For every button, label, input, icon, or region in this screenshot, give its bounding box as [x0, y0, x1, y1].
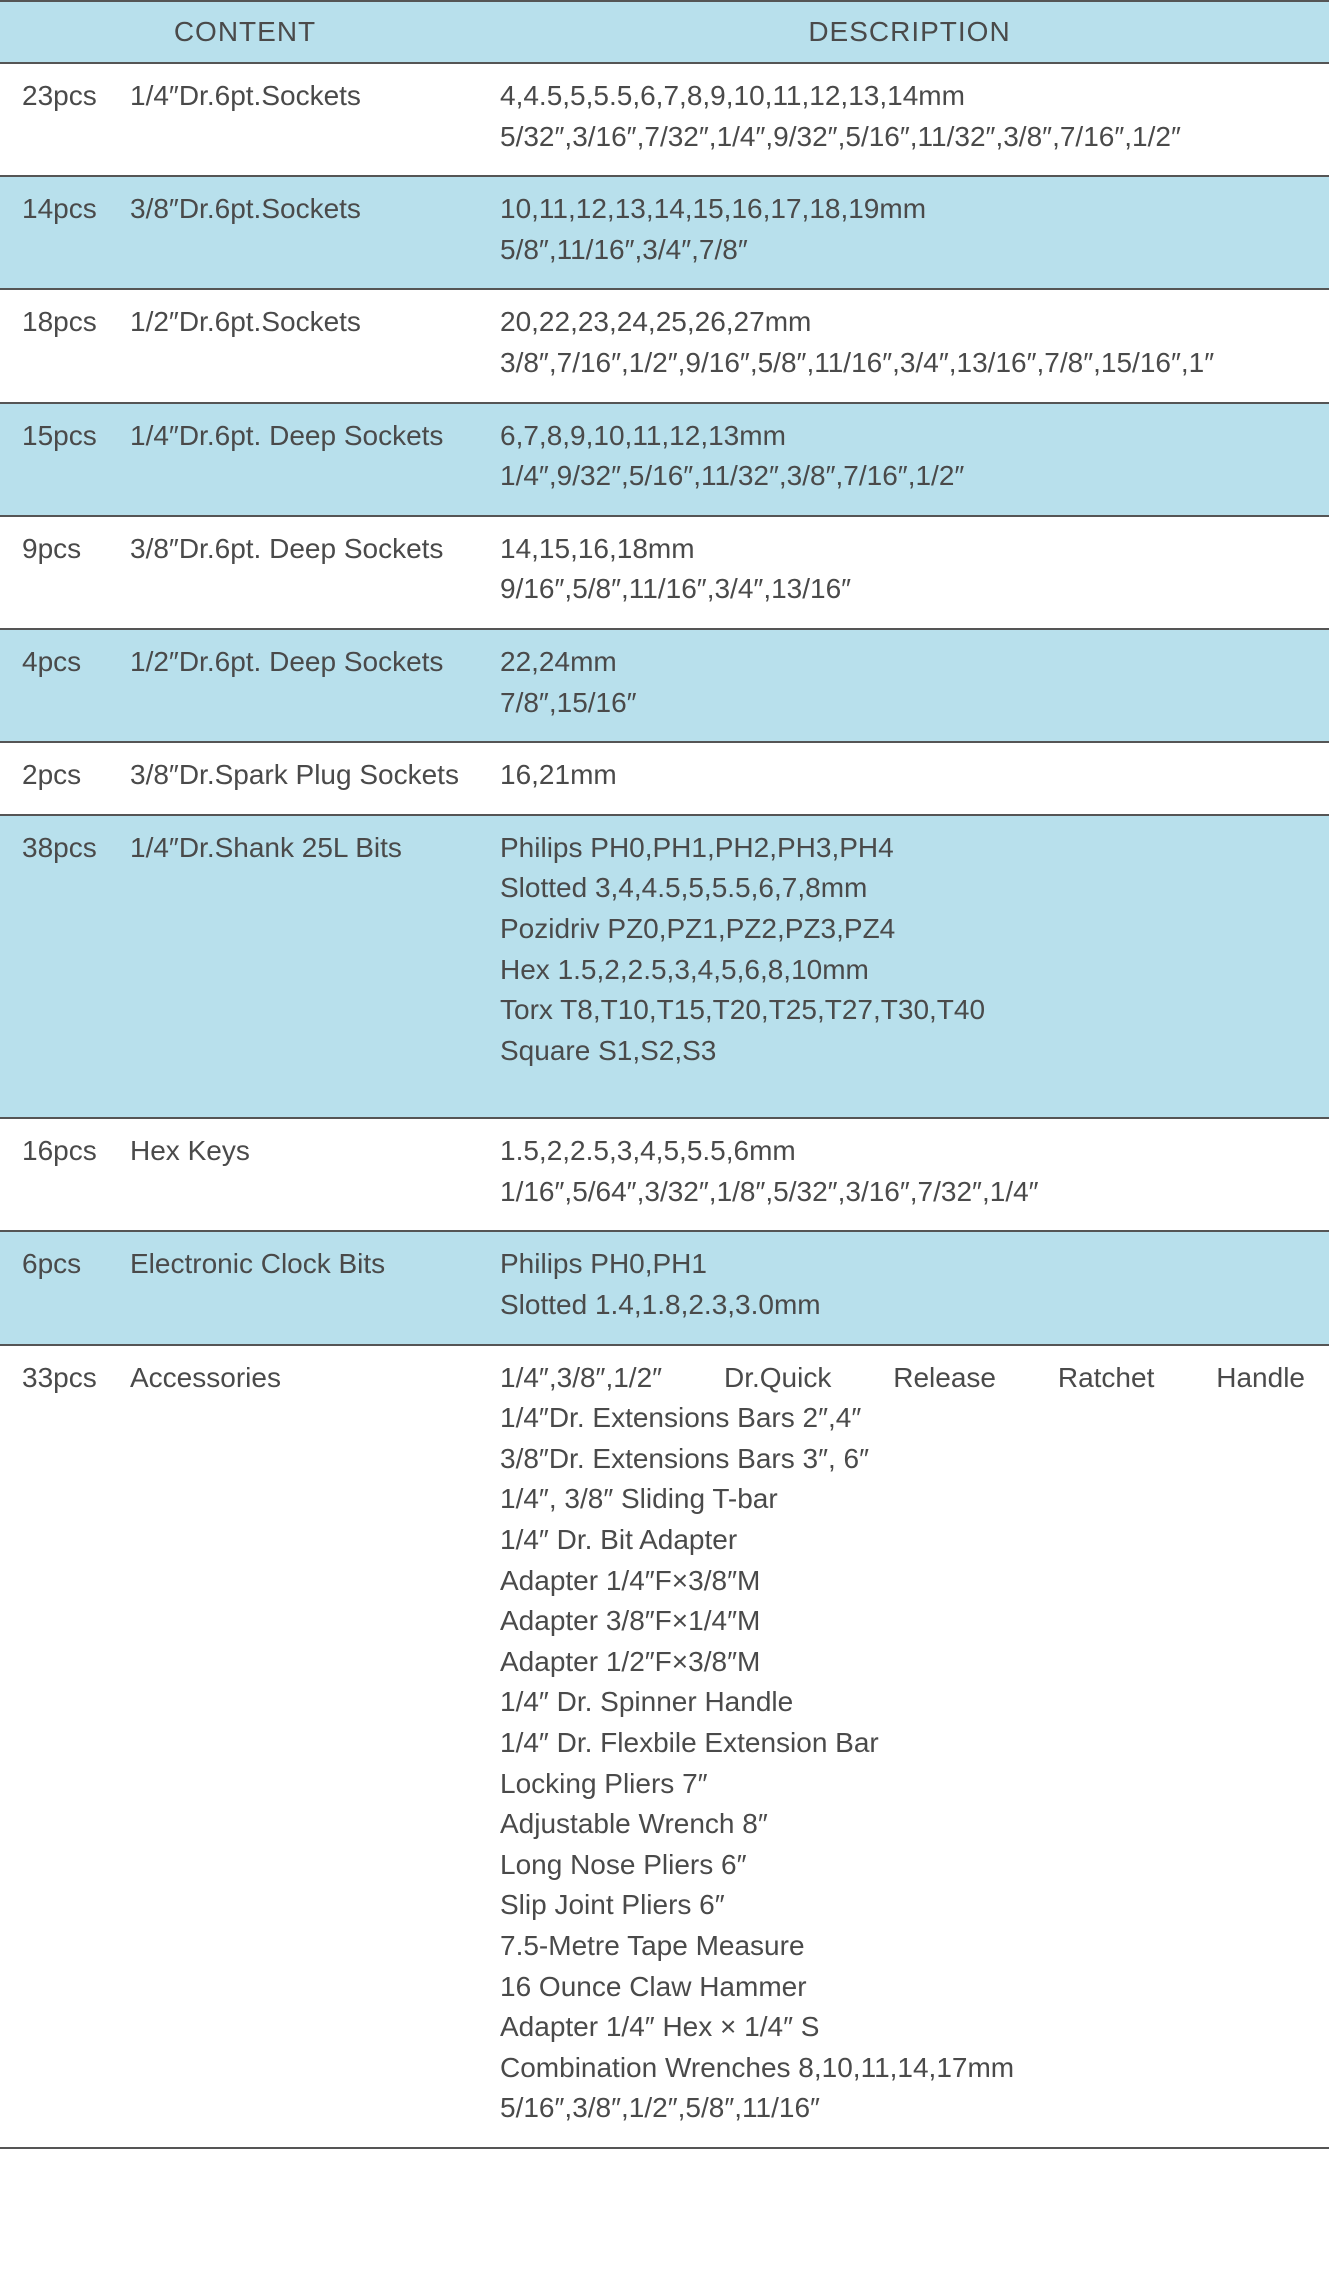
description-line: Slip Joint Pliers 6″	[500, 1885, 1305, 1926]
cell-description: 6,7,8,9,10,11,12,13mm1/4″,9/32″,5/16″,11…	[490, 403, 1329, 516]
description-line: Philips PH0,PH1	[500, 1244, 1305, 1285]
cell-description: 10,11,12,13,14,15,16,17,18,19mm5/8″,11/1…	[490, 176, 1329, 289]
header-description: DESCRIPTION	[490, 1, 1329, 63]
cell-content: 3/8″Dr.Spark Plug Sockets	[120, 742, 490, 815]
description-line: 1/4″,3/8″,1/2″ Dr.Quick Release Ratchet …	[500, 1358, 1305, 1399]
table-body: 23pcs1/4″Dr.6pt.Sockets4,4.5,5,5.5,6,7,8…	[0, 63, 1329, 2148]
description-line: 4,4.5,5,5.5,6,7,8,9,10,11,12,13,14mm	[500, 76, 1305, 117]
description-line: Adapter 3/8″F×1/4″M	[500, 1601, 1305, 1642]
description-line: 1/4″,9/32″,5/16″,11/32″,3/8″,7/16″,1/2″	[500, 456, 1305, 497]
description-line: 16,21mm	[500, 755, 1305, 796]
table-row: 38pcs1/4″Dr.Shank 25L BitsPhilips PH0,PH…	[0, 815, 1329, 1119]
description-line: Square S1,S2,S3	[500, 1031, 1305, 1072]
cell-content: 3/8″Dr.6pt. Deep Sockets	[120, 516, 490, 629]
cell-content: 1/4″Dr.6pt.Sockets	[120, 63, 490, 176]
description-line: Adjustable Wrench 8″	[500, 1804, 1305, 1845]
description-line: 1/4″Dr. Extensions Bars 2″,4″	[500, 1398, 1305, 1439]
description-line: Locking Pliers 7″	[500, 1764, 1305, 1805]
description-line: Adapter 1/2″F×3/8″M	[500, 1642, 1305, 1683]
cell-qty: 6pcs	[0, 1231, 120, 1344]
description-line: Hex 1.5,2,2.5,3,4,5,6,8,10mm	[500, 950, 1305, 991]
description-line: 5/32″,3/16″,7/32″,1/4″,9/32″,5/16″,11/32…	[500, 117, 1305, 158]
description-line: Pozidriv PZ0,PZ1,PZ2,PZ3,PZ4	[500, 909, 1305, 950]
cell-content: 3/8″Dr.6pt.Sockets	[120, 176, 490, 289]
cell-qty: 18pcs	[0, 289, 120, 402]
cell-description: 4,4.5,5,5.5,6,7,8,9,10,11,12,13,14mm5/32…	[490, 63, 1329, 176]
description-line: 3/8″Dr. Extensions Bars 3″, 6″	[500, 1439, 1305, 1480]
cell-content: Electronic Clock Bits	[120, 1231, 490, 1344]
cell-qty: 38pcs	[0, 815, 120, 1119]
description-line: Adapter 1/4″ Hex × 1/4″ S	[500, 2007, 1305, 2048]
table-row: 23pcs1/4″Dr.6pt.Sockets4,4.5,5,5.5,6,7,8…	[0, 63, 1329, 176]
description-line: 6,7,8,9,10,11,12,13mm	[500, 416, 1305, 457]
cell-description: 22,24mm7/8″,15/16″	[490, 629, 1329, 742]
description-line: 7.5-Metre Tape Measure	[500, 1926, 1305, 1967]
description-line: 1/4″ Dr. Bit Adapter	[500, 1520, 1305, 1561]
description-line: Torx T8,T10,T15,T20,T25,T27,T30,T40	[500, 990, 1305, 1031]
cell-description: 1/4″,3/8″,1/2″ Dr.Quick Release Ratchet …	[490, 1345, 1329, 2148]
description-line: 14,15,16,18mm	[500, 529, 1305, 570]
cell-content: 1/4″Dr.6pt. Deep Sockets	[120, 403, 490, 516]
description-line: 10,11,12,13,14,15,16,17,18,19mm	[500, 189, 1305, 230]
cell-content: Hex Keys	[120, 1118, 490, 1231]
cell-qty: 15pcs	[0, 403, 120, 516]
tool-set-table: CONTENT DESCRIPTION 23pcs1/4″Dr.6pt.Sock…	[0, 0, 1329, 2149]
cell-qty: 4pcs	[0, 629, 120, 742]
cell-content: 1/2″Dr.6pt.Sockets	[120, 289, 490, 402]
cell-content: Accessories	[120, 1345, 490, 2148]
description-line: 1/4″ Dr. Flexbile Extension Bar	[500, 1723, 1305, 1764]
cell-qty: 2pcs	[0, 742, 120, 815]
description-line: 1/4″ Dr. Spinner Handle	[500, 1682, 1305, 1723]
description-line: Long Nose Pliers 6″	[500, 1845, 1305, 1886]
description-line: 16 Ounce Claw Hammer	[500, 1967, 1305, 2008]
table-row: 18pcs1/2″Dr.6pt.Sockets20,22,23,24,25,26…	[0, 289, 1329, 402]
table-row: 9pcs3/8″Dr.6pt. Deep Sockets14,15,16,18m…	[0, 516, 1329, 629]
table-row: 16pcsHex Keys1.5,2,2.5,3,4,5,5.5,6mm1/16…	[0, 1118, 1329, 1231]
cell-content: 1/2″Dr.6pt. Deep Sockets	[120, 629, 490, 742]
cell-description: Philips PH0,PH1Slotted 1.4,1.8,2.3,3.0mm	[490, 1231, 1329, 1344]
cell-description: 1.5,2,2.5,3,4,5,5.5,6mm1/16″,5/64″,3/32″…	[490, 1118, 1329, 1231]
table-row: 14pcs3/8″Dr.6pt.Sockets10,11,12,13,14,15…	[0, 176, 1329, 289]
table-row: 2pcs3/8″Dr.Spark Plug Sockets16,21mm	[0, 742, 1329, 815]
description-line: 1/4″, 3/8″ Sliding T-bar	[500, 1479, 1305, 1520]
cell-qty: 23pcs	[0, 63, 120, 176]
description-line: 20,22,23,24,25,26,27mm	[500, 302, 1305, 343]
description-line: 5/16″,3/8″,1/2″,5/8″,11/16″	[500, 2088, 1305, 2129]
cell-description: 16,21mm	[490, 742, 1329, 815]
table-header: CONTENT DESCRIPTION	[0, 1, 1329, 63]
description-line: 3/8″,7/16″,1/2″,9/16″,5/8″,11/16″,3/4″,1…	[500, 343, 1305, 384]
description-line: 1.5,2,2.5,3,4,5,5.5,6mm	[500, 1131, 1305, 1172]
description-line: 5/8″,11/16″,3/4″,7/8″	[500, 230, 1305, 271]
cell-qty: 16pcs	[0, 1118, 120, 1231]
description-line: Slotted 3,4,4.5,5,5.5,6,7,8mm	[500, 868, 1305, 909]
description-line: Philips PH0,PH1,PH2,PH3,PH4	[500, 828, 1305, 869]
description-line: 1/16″,5/64″,3/32″,1/8″,5/32″,3/16″,7/32″…	[500, 1172, 1305, 1213]
cell-description: 20,22,23,24,25,26,27mm3/8″,7/16″,1/2″,9/…	[490, 289, 1329, 402]
description-line: Adapter 1/4″F×3/8″M	[500, 1561, 1305, 1602]
cell-qty: 14pcs	[0, 176, 120, 289]
description-line: Combination Wrenches 8,10,11,14,17mm	[500, 2048, 1305, 2089]
header-content: CONTENT	[0, 1, 490, 63]
cell-qty: 33pcs	[0, 1345, 120, 2148]
description-line: 7/8″,15/16″	[500, 683, 1305, 724]
table-row: 33pcsAccessories1/4″,3/8″,1/2″ Dr.Quick …	[0, 1345, 1329, 2148]
cell-description: Philips PH0,PH1,PH2,PH3,PH4Slotted 3,4,4…	[490, 815, 1329, 1119]
table-row: 15pcs1/4″Dr.6pt. Deep Sockets6,7,8,9,10,…	[0, 403, 1329, 516]
cell-description: 14,15,16,18mm9/16″,5/8″,11/16″,3/4″,13/1…	[490, 516, 1329, 629]
table-row: 6pcsElectronic Clock BitsPhilips PH0,PH1…	[0, 1231, 1329, 1344]
tool-set-table-wrap: CONTENT DESCRIPTION 23pcs1/4″Dr.6pt.Sock…	[0, 0, 1329, 2149]
description-line: 22,24mm	[500, 642, 1305, 683]
description-line: 9/16″,5/8″,11/16″,3/4″,13/16″	[500, 569, 1305, 610]
cell-content: 1/4″Dr.Shank 25L Bits	[120, 815, 490, 1119]
description-line: Slotted 1.4,1.8,2.3,3.0mm	[500, 1285, 1305, 1326]
table-row: 4pcs1/2″Dr.6pt. Deep Sockets22,24mm7/8″,…	[0, 629, 1329, 742]
cell-qty: 9pcs	[0, 516, 120, 629]
